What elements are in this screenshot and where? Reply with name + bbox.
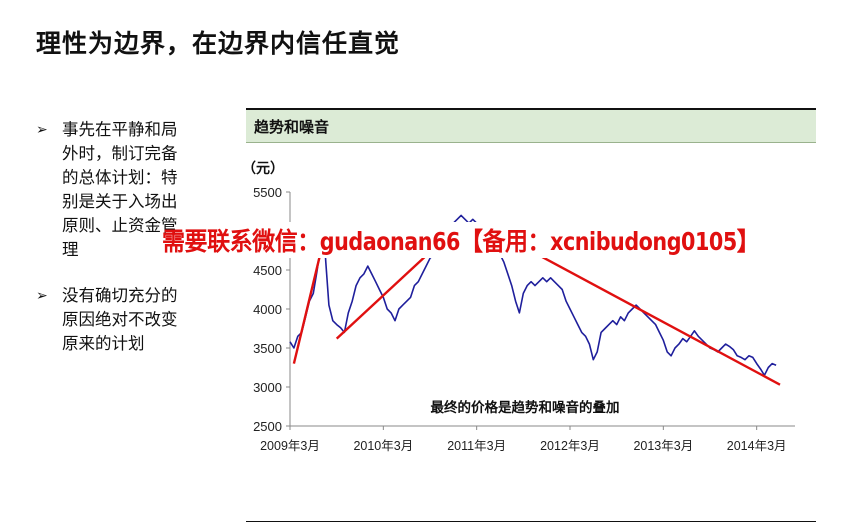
page-title: 理性为边界，在边界内信任直觉	[36, 29, 401, 58]
panel-bottom-rule	[246, 521, 816, 522]
bullet-text: 没有确切充分的原因绝对不改变原来的计划	[62, 286, 178, 353]
y-tick-label: 2500	[253, 419, 282, 434]
y-tick-label: 3500	[253, 341, 282, 356]
x-tick-label: 2011年3月	[447, 439, 506, 453]
x-tick-label: 2014年3月	[727, 439, 787, 453]
arrow-bullet-icon: ➢	[36, 288, 48, 304]
y-tick-label: 4500	[253, 263, 282, 278]
bullet-item: ➢ 事先在平静和局外时，制订完备的总体计划：特别是关于入场出原则、止资金管理	[36, 118, 196, 262]
arrow-bullet-icon: ➢	[36, 122, 48, 138]
panel-header: 趋势和噪音	[246, 110, 816, 143]
chart-annotation: 最终的价格是趋势和噪音的叠加	[431, 399, 620, 416]
y-tick-label: 3000	[253, 380, 282, 395]
y-unit-label: （元）	[242, 161, 284, 177]
y-tick-label: 4000	[253, 302, 282, 317]
x-tick-label: 2010年3月	[353, 439, 413, 453]
y-tick-label: 5500	[253, 185, 282, 200]
trend-line	[515, 241, 781, 386]
bullet-text: 事先在平静和局外时，制订完备的总体计划：特别是关于入场出原则、止资金管理	[62, 120, 178, 259]
x-tick-label: 2012年3月	[540, 439, 600, 453]
bullet-list: ➢ 事先在平静和局外时，制订完备的总体计划：特别是关于入场出原则、止资金管理 ➢…	[36, 118, 196, 378]
bullet-item: ➢ 没有确切充分的原因绝对不改变原来的计划	[36, 284, 196, 356]
x-tick-label: 2013年3月	[633, 439, 693, 453]
watermark-backdrop	[196, 222, 716, 258]
price-series-line	[289, 214, 777, 377]
watermark-text: 需要联系微信：gudaonan66【备用：xcnibudong0105】	[162, 227, 760, 256]
panel-top-rule	[246, 108, 816, 110]
panel-header-label: 趋势和噪音	[254, 118, 330, 136]
x-tick-label: 2009年3月	[260, 439, 320, 453]
